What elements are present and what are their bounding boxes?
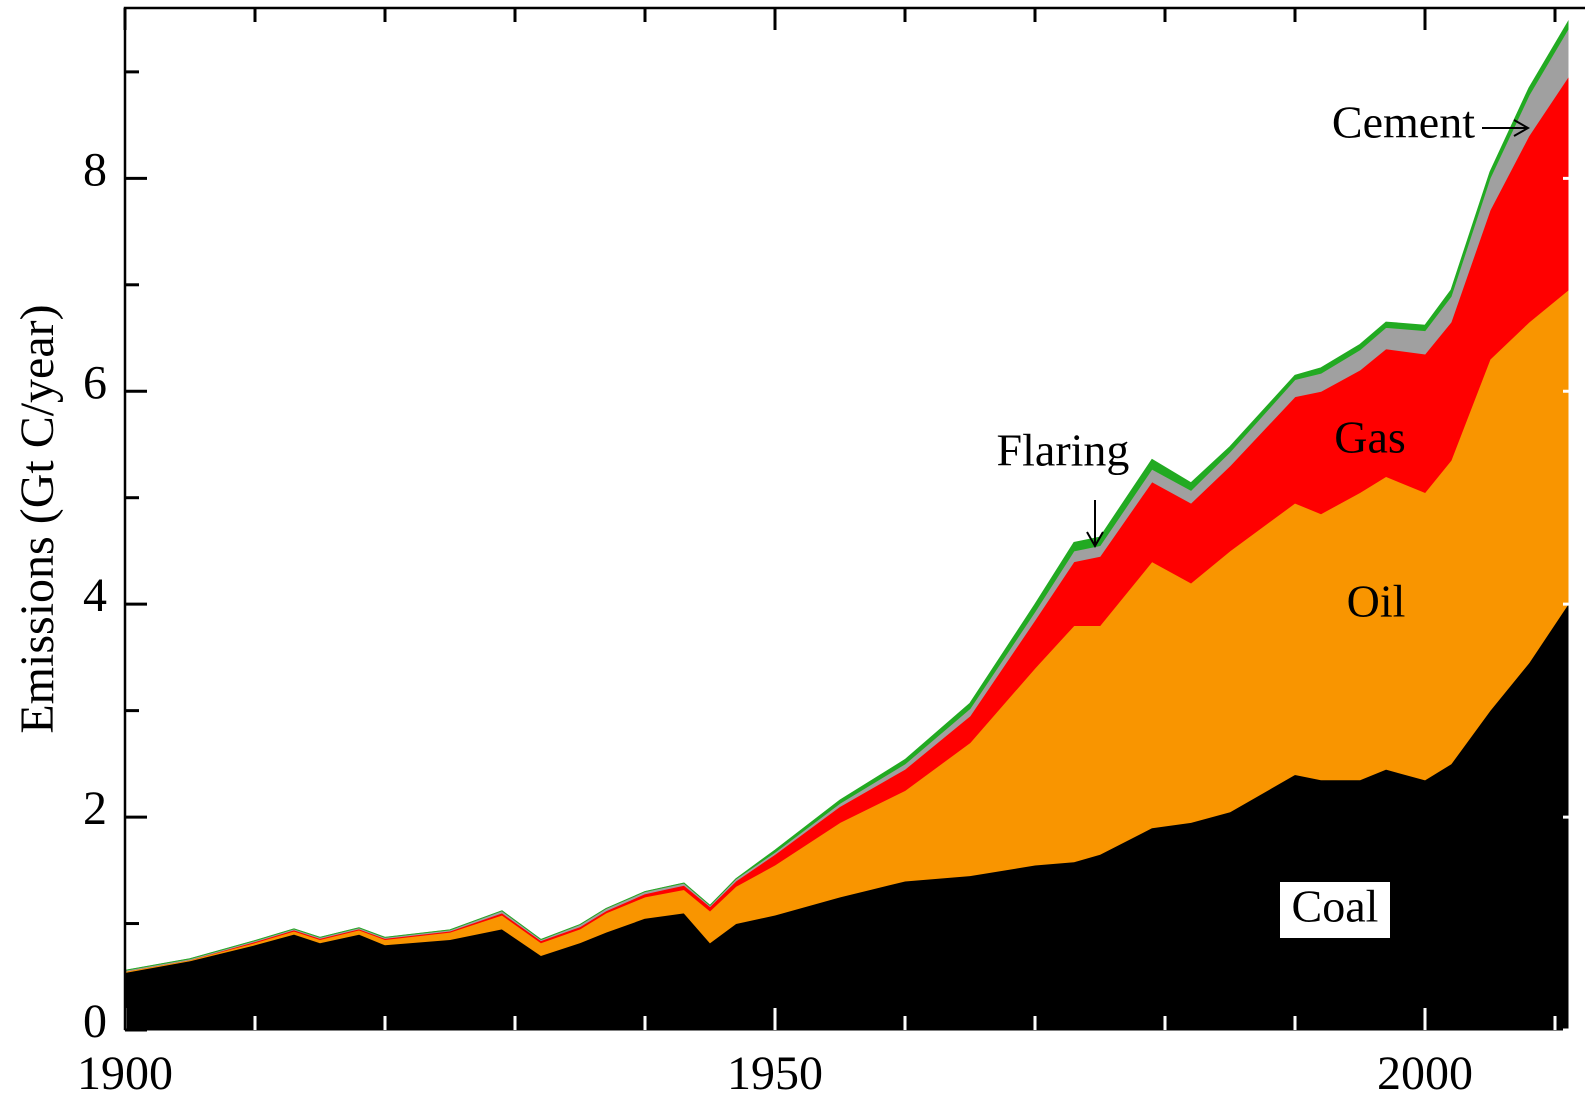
flaring-arrow: [1086, 500, 1104, 549]
frame: [123, 6, 1585, 1030]
y-tick-label: 0: [83, 995, 107, 1048]
ticks: 1900 1950 2000 0 2 4 6 8: [77, 8, 1585, 1100]
y-tick-label: 8: [83, 143, 107, 196]
y-tick-label: 6: [83, 356, 107, 409]
coal-label: Coal: [1292, 881, 1379, 932]
oil-label: Oil: [1347, 576, 1406, 627]
y-axis-label: Emissions (Gt C/year): [11, 304, 64, 733]
coal-label-box: [1280, 882, 1390, 938]
x-tick-label: 1900: [77, 1047, 173, 1100]
x-tick-label: 2000: [1377, 1047, 1473, 1100]
cement-label: Cement: [1332, 97, 1475, 148]
area-flaring: [124, 19, 1569, 971]
x-tick-label: 1950: [727, 1047, 823, 1100]
y-tick-label: 2: [83, 782, 107, 835]
areas: [124, 19, 1569, 1031]
gas-label: Gas: [1334, 412, 1406, 463]
y-tick-label: 4: [83, 569, 107, 622]
flaring-label: Flaring: [997, 425, 1130, 476]
cement-arrow: [1482, 119, 1531, 137]
